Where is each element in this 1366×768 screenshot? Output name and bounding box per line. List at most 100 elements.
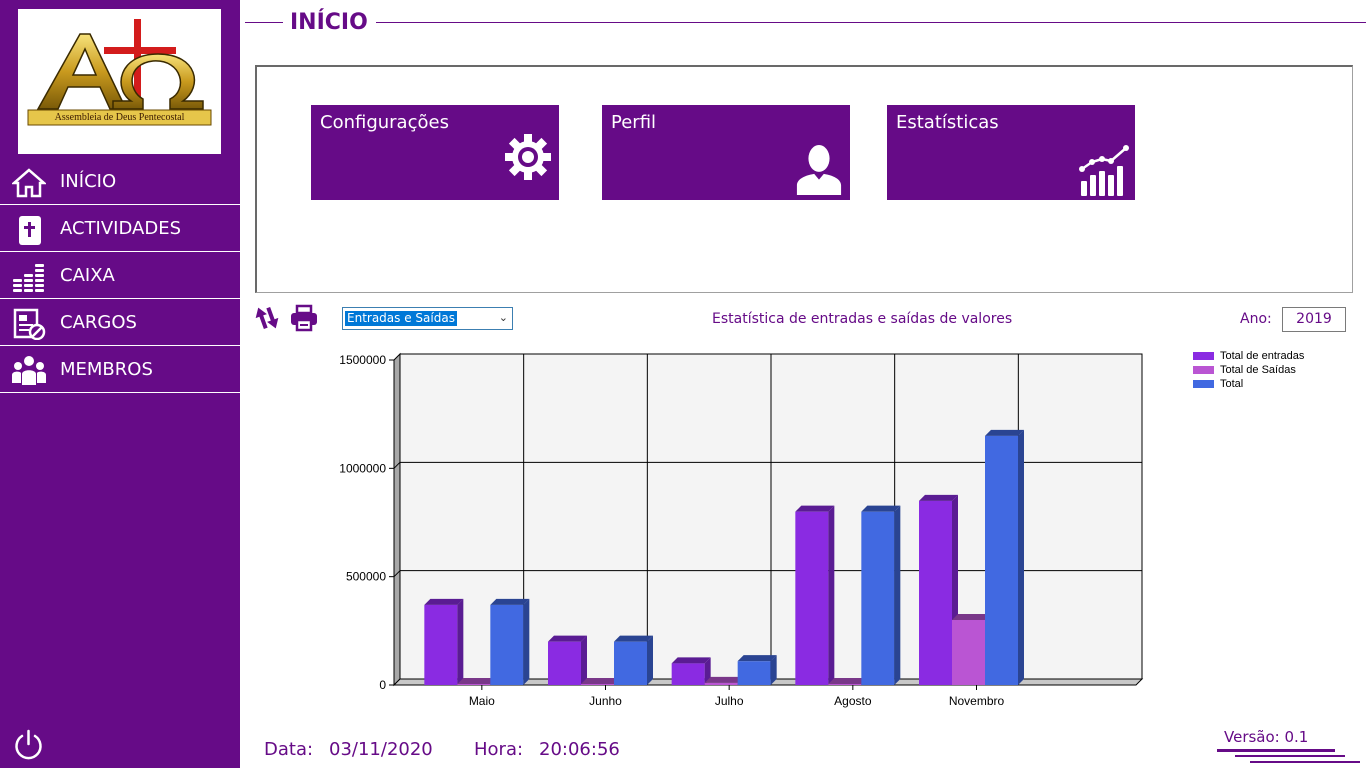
bar-top [919,494,958,501]
legend-item: Total de Saídas [1193,363,1304,377]
document-icon [13,308,46,340]
bar-top [424,598,464,605]
legend-item: Total de entradas [1193,349,1304,363]
chart-icon [1079,145,1129,196]
sidebar-item-caixa[interactable]: CAIXA [0,253,240,299]
legend-swatch [1193,380,1214,388]
tile-estatisticas[interactable]: Estatísticas [887,105,1135,200]
bar [424,604,458,685]
coins-icon [13,264,44,292]
y-tick-label: 1000000 [339,461,386,475]
bar-top [985,429,1024,436]
version-rule [1235,755,1345,757]
printer-icon[interactable] [290,304,318,332]
power-icon[interactable] [12,729,45,762]
bar-top [548,635,587,642]
bar-top [704,676,744,683]
bar-top [861,505,901,512]
tile-perfil[interactable]: Perfil [602,105,850,200]
sidebar-item-actividades[interactable]: ACTIVIDADES [0,206,240,252]
bar [671,663,705,685]
page-title: INÍCIO [290,10,368,35]
bar-top [581,678,620,684]
year-field[interactable]: 2019 [1282,307,1346,332]
version-rule [1250,761,1360,763]
tile-label: Perfil [611,112,657,133]
chevron-down-icon: ⌄ [498,311,508,324]
legend-label: Total [1220,378,1244,390]
bar-side [1018,429,1024,685]
bar-side [704,657,711,685]
bar-top [671,657,711,664]
bar [919,500,952,685]
logo-text: Assembleia de Deus Pentecostal [54,112,185,123]
chart-heading: Estatística de entradas e saídas de valo… [712,311,1013,327]
bar [581,684,614,685]
title-rule-left [245,22,283,23]
bar-side [647,635,653,685]
date-label: Data: [264,739,314,760]
sidebar-item-inicio[interactable]: INÍCIO [0,159,240,205]
tile-configuracoes[interactable]: Configurações [311,105,559,200]
bar-top [737,655,777,662]
x-tick-label: Maio [469,694,495,708]
y-tick-label: 500000 [346,570,386,584]
logo: Assembleia de Deus Pentecostal [18,9,221,154]
y-tick-label: 0 [379,678,386,692]
x-tick-label: Julho [715,694,744,708]
bar-top [614,635,653,642]
bar [795,511,829,685]
title-rule-right [376,22,1366,23]
date-value: 03/11/2020 [329,739,433,760]
bar-top [457,678,497,684]
bar-side [770,655,777,685]
bar-side [523,598,530,685]
sidebar-item-label: CARGOS [60,312,137,333]
bar-side [828,505,835,685]
plot-side-wall [393,352,401,687]
bar-side [457,598,464,685]
bar [828,684,862,685]
year-label: Ano: [1240,311,1272,327]
x-tick-label: Junho [589,694,622,708]
chart-type-select[interactable]: Entradas e Saídas ⌄ [342,307,513,330]
sidebar: Assembleia de Deus Pentecostal INÍCIO AC… [0,0,240,768]
legend-swatch [1193,366,1214,374]
version-rule [1217,749,1335,752]
sidebar-item-label: INÍCIO [60,171,117,192]
bar [614,641,647,685]
bar-top [490,598,530,605]
x-tick-label: Agosto [834,694,872,708]
bar-top [952,614,991,620]
sidebar-item-cargos[interactable]: CARGOS [0,300,240,346]
bar [548,641,581,685]
bible-icon [19,216,41,245]
time-value: 20:06:56 [539,739,620,760]
logo-emblem-icon [27,19,212,126]
bar-side [581,635,587,685]
grid-line [393,461,401,469]
tile-label: Configurações [320,112,449,133]
x-tick-label: Novembro [949,694,1005,708]
bar [952,620,985,685]
people-icon [12,356,46,385]
bar [457,684,491,685]
bar-top [795,505,835,512]
grid-line [393,570,401,578]
y-tick-label: 1500000 [339,353,386,367]
sidebar-item-membros[interactable]: MEMBROS [0,347,240,393]
bar [490,604,524,685]
bar [704,682,738,685]
user-icon [796,145,842,195]
time-label: Hora: [474,739,524,760]
select-value: Entradas e Saídas [345,311,457,326]
tile-label: Estatísticas [896,112,999,133]
legend-label: Total de Saídas [1220,364,1296,376]
bar [737,661,771,685]
sidebar-item-label: MEMBROS [60,359,153,380]
chart-legend: Total de entradas Total de Saídas Total [1193,349,1304,391]
sidebar-item-label: CAIXA [60,265,115,286]
home-icon [12,168,46,198]
refresh-icon[interactable] [253,304,281,332]
bar-side [894,505,901,685]
